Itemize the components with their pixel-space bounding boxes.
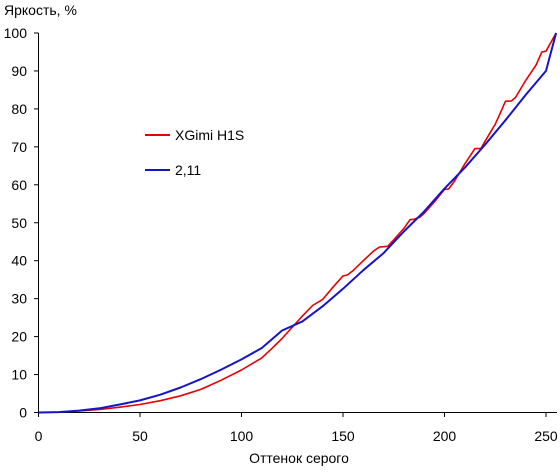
legend-label: XGimi H1S bbox=[175, 127, 244, 143]
series-line-xgimi-h1s bbox=[38, 32, 557, 414]
x-axis-title: Оттенок серого bbox=[249, 450, 349, 466]
y-tick-label: 10 bbox=[11, 367, 27, 383]
y-tick-label: 30 bbox=[11, 291, 27, 307]
series-layer bbox=[38, 32, 558, 414]
y-axis-title: Яркость, % bbox=[4, 2, 77, 18]
x-tick-label: 100 bbox=[230, 428, 254, 444]
y-tick-label: 60 bbox=[11, 177, 27, 193]
y-tick-label: 100 bbox=[4, 25, 28, 41]
x-tick-label: 250 bbox=[534, 428, 558, 444]
series-line-gamma-2-11 bbox=[38, 32, 558, 414]
y-tick-label: 40 bbox=[11, 253, 27, 269]
y-ticks: 0 10 20 30 40 50 60 70 80 90 100 bbox=[4, 25, 39, 421]
y-tick-label: 90 bbox=[11, 63, 27, 79]
y-tick-label: 70 bbox=[11, 139, 27, 155]
y-tick-label: 0 bbox=[19, 405, 27, 421]
y-tick-label: 80 bbox=[11, 101, 27, 117]
x-tick-label: 50 bbox=[132, 428, 148, 444]
y-tick-label: 50 bbox=[11, 215, 27, 231]
legend-label: 2,11 bbox=[175, 162, 201, 178]
x-tick-label: 0 bbox=[35, 428, 43, 444]
y-tick-label: 20 bbox=[11, 329, 27, 345]
legend: XGimi H1S 2,11 bbox=[145, 127, 244, 178]
x-tick-label: 150 bbox=[331, 428, 355, 444]
x-tick-label: 200 bbox=[433, 428, 457, 444]
x-ticks: 0 50 100 150 200 250 bbox=[35, 412, 558, 444]
axes bbox=[38, 33, 557, 413]
